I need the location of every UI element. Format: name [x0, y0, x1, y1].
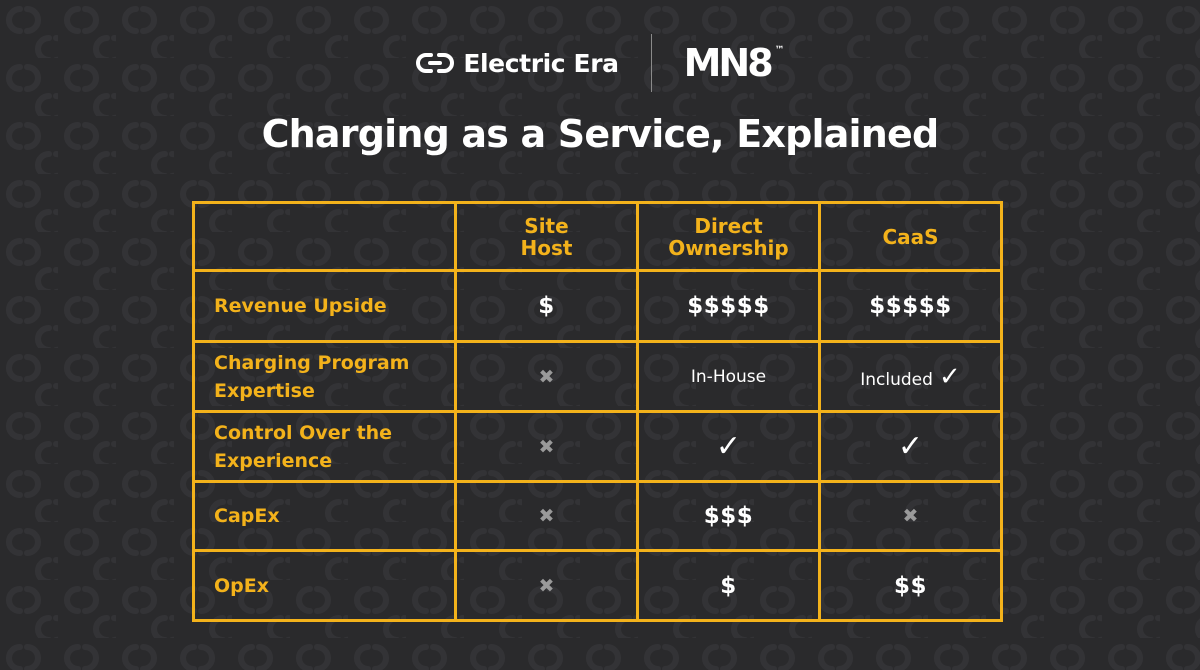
cell-site-host: $ [454, 269, 639, 343]
column-header-direct-ownership-label: Direct Ownership [668, 213, 789, 260]
column-header-site-host-label: Site Host [520, 213, 573, 260]
cell-caas: ✖ [818, 480, 1003, 552]
trademark-mark: ™ [774, 45, 785, 56]
table-row: Control Over the Experience ✖ ✓ ✓ [192, 410, 1003, 483]
column-header-site-host: Site Host [454, 201, 639, 272]
check-mark-icon: ✓ [715, 429, 742, 464]
table-header-row: Site Host Direct Ownership CaaS [192, 201, 1003, 272]
x-mark-icon: ✖ [538, 505, 555, 527]
dollar-value: $ [720, 572, 737, 599]
cell-caas: $$ [818, 549, 1003, 622]
cell-direct-ownership: ✓ [636, 410, 821, 483]
page-title: Charging as a Service, Explained [261, 112, 940, 156]
column-header-direct-ownership: Direct Ownership [636, 201, 821, 272]
cell-site-host: ✖ [454, 410, 639, 483]
row-label-text: Control Over the Experience [214, 421, 393, 472]
row-label: Charging Program Expertise [192, 340, 457, 413]
row-label: Control Over the Experience [192, 410, 457, 483]
cell-site-host: ✖ [454, 480, 639, 552]
logo-divider [650, 34, 652, 92]
row-label: Revenue Upside [192, 269, 457, 343]
cell-site-host: ✖ [454, 340, 639, 413]
cell-direct-ownership: $$$ [636, 480, 821, 552]
x-mark-icon: ✖ [538, 435, 555, 458]
dollar-value: $$$ [703, 503, 754, 529]
check-mark-icon: ✓ [938, 361, 961, 392]
x-mark-icon: ✖ [538, 574, 555, 597]
header-corner-cell [192, 201, 457, 272]
x-mark-icon: ✖ [538, 365, 555, 388]
row-label: OpEx [192, 549, 457, 622]
table-row: Revenue Upside $ $$$$$ $$$$$ [192, 269, 1003, 343]
cell-direct-ownership: $ [636, 549, 821, 622]
cell-direct-ownership: In-House [636, 340, 821, 413]
cell-site-host: ✖ [454, 549, 639, 622]
cell-direct-ownership: $$$$$ [636, 269, 821, 343]
electric-era-logo: Electric Era [415, 48, 619, 78]
cell-caas: Included ✓ [818, 340, 1003, 413]
dollar-value: $$$$$ [687, 293, 770, 319]
link-chain-icon [416, 53, 455, 73]
check-mark-icon: ✓ [897, 429, 924, 464]
electric-era-wordmark: Electric Era [463, 48, 619, 78]
row-label: CapEx [192, 480, 457, 552]
dollar-value: $$$$$ [869, 293, 952, 319]
dollar-value: $ [538, 293, 555, 319]
mn8-logo: MN8 ™ [684, 41, 785, 85]
column-header-caas: CaaS [818, 201, 1003, 272]
cell-caas: ✓ [818, 410, 1003, 483]
dollar-value: $$ [893, 572, 927, 599]
table-row: CapEx ✖ $$$ ✖ [192, 480, 1003, 552]
table-row: OpEx ✖ $ $$ [192, 549, 1003, 622]
table-row: Charging Program Expertise ✖ In-House In… [192, 340, 1003, 413]
brand-header: Electric Era MN8 ™ [0, 32, 1200, 94]
comparison-table: Site Host Direct Ownership CaaS Revenue … [192, 201, 1003, 622]
x-mark-icon: ✖ [902, 505, 919, 527]
row-label-text: Charging Program Expertise [214, 351, 410, 402]
text-value: In-House [690, 366, 767, 387]
cell-caas: $$$$$ [818, 269, 1003, 343]
mn8-wordmark: MN8 [683, 41, 774, 85]
text-value: Included [860, 369, 933, 390]
